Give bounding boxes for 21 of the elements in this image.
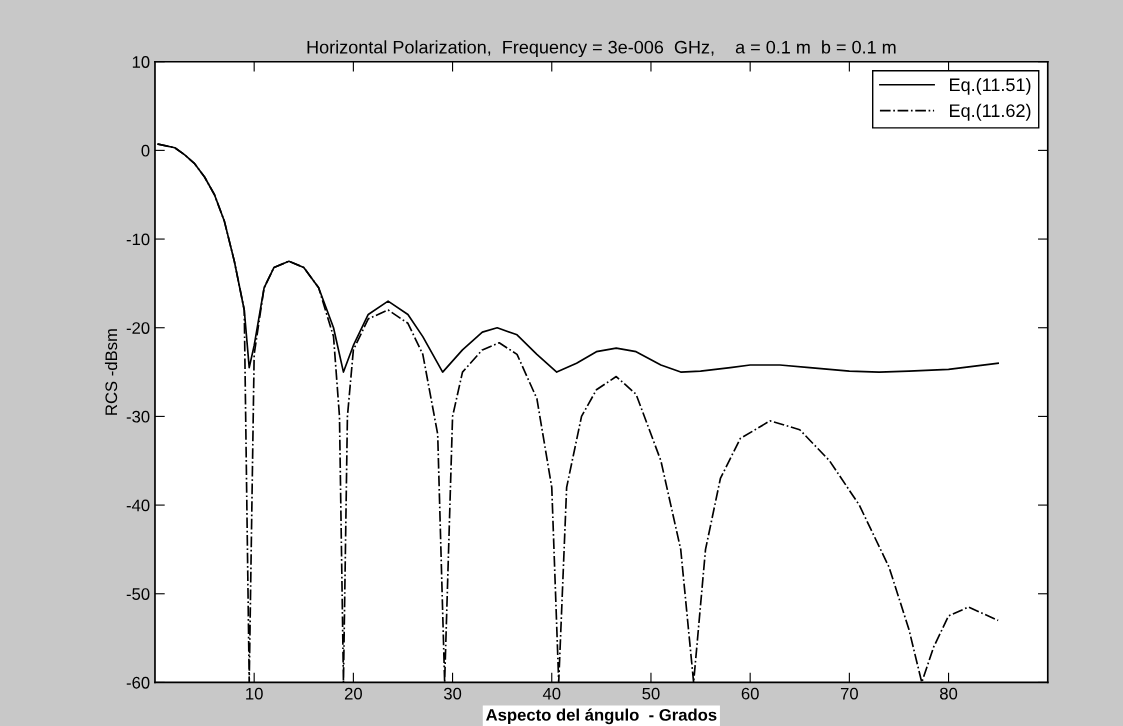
- y-axis-title: RCS -dBsm: [104, 329, 118, 415]
- y-tick-label: -30: [126, 410, 150, 423]
- y-tick-label: -60: [126, 676, 150, 689]
- x-tick-label: 80: [940, 687, 958, 700]
- y-tick-label: -20: [126, 322, 150, 334]
- y-tick-label: -40: [126, 499, 150, 512]
- x-tick-label: 30: [443, 687, 462, 700]
- x-axis-title: Aspecto del ángulo - Grados: [486, 708, 717, 725]
- legend-label: Eq.(11.51): [950, 77, 1031, 95]
- x-tick-label: 70: [840, 687, 858, 700]
- x-tick-label: 20: [344, 687, 362, 700]
- x-tick-label: 60: [741, 687, 759, 700]
- y-tick-label: -10: [126, 233, 150, 246]
- y-tick-label: 10: [132, 56, 150, 68]
- x-tick-label: 40: [542, 687, 561, 700]
- chart-title: Horizontal Polarization, Frequency = 3e-006 GHz, a = 0.1 m b = 0.1 m: [307, 40, 896, 58]
- y-tick-label: 0: [141, 144, 150, 157]
- x-tick-label: 10: [246, 687, 263, 700]
- y-tick-label: -50: [126, 588, 150, 600]
- x-tick-label: 50: [642, 687, 660, 700]
- legend-label: Eq.(11.62): [950, 103, 1031, 121]
